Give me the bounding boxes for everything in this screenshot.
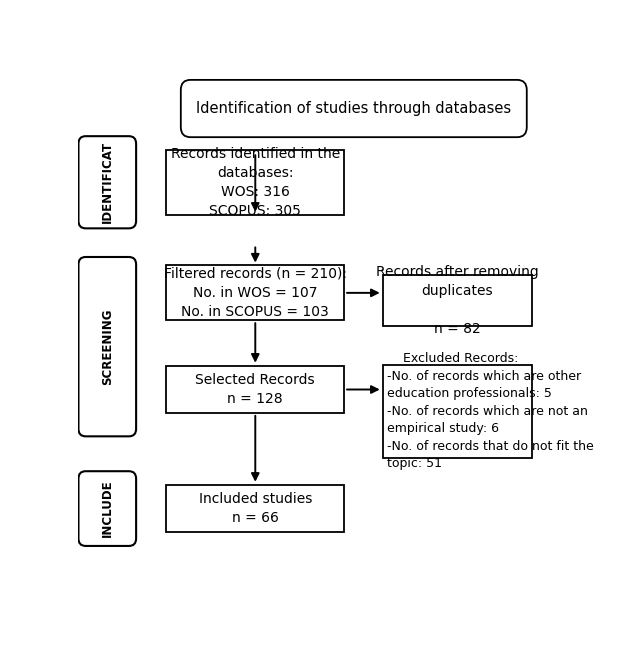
Text: SCREENING: SCREENING xyxy=(101,309,114,385)
Text: Selected Records
n = 128: Selected Records n = 128 xyxy=(195,373,315,406)
Text: INCLUDE: INCLUDE xyxy=(101,480,114,538)
Text: Excluded Records:
-No. of records which are other
education professionals: 5
-No: Excluded Records: -No. of records which … xyxy=(388,353,594,470)
Text: IDENTIFICAT: IDENTIFICAT xyxy=(101,141,114,223)
FancyBboxPatch shape xyxy=(79,257,136,436)
FancyBboxPatch shape xyxy=(166,366,344,413)
FancyBboxPatch shape xyxy=(79,471,136,546)
FancyBboxPatch shape xyxy=(181,80,527,137)
Text: Records after removing
duplicates

n = 82: Records after removing duplicates n = 82 xyxy=(376,265,538,336)
Text: Identification of studies through databases: Identification of studies through databa… xyxy=(196,101,511,116)
Text: Filtered records (n = 210):
No. in WOS = 107
No. in SCOPUS = 103: Filtered records (n = 210): No. in WOS =… xyxy=(164,267,347,319)
FancyBboxPatch shape xyxy=(166,265,344,320)
FancyBboxPatch shape xyxy=(79,136,136,228)
FancyBboxPatch shape xyxy=(383,366,531,457)
Text: Included studies
n = 66: Included studies n = 66 xyxy=(198,492,312,525)
FancyBboxPatch shape xyxy=(166,485,344,532)
Text: Records identified in the
databases:
WOS: 316
SCOPUS: 305: Records identified in the databases: WOS… xyxy=(170,147,340,217)
FancyBboxPatch shape xyxy=(166,150,344,215)
FancyBboxPatch shape xyxy=(383,275,531,327)
